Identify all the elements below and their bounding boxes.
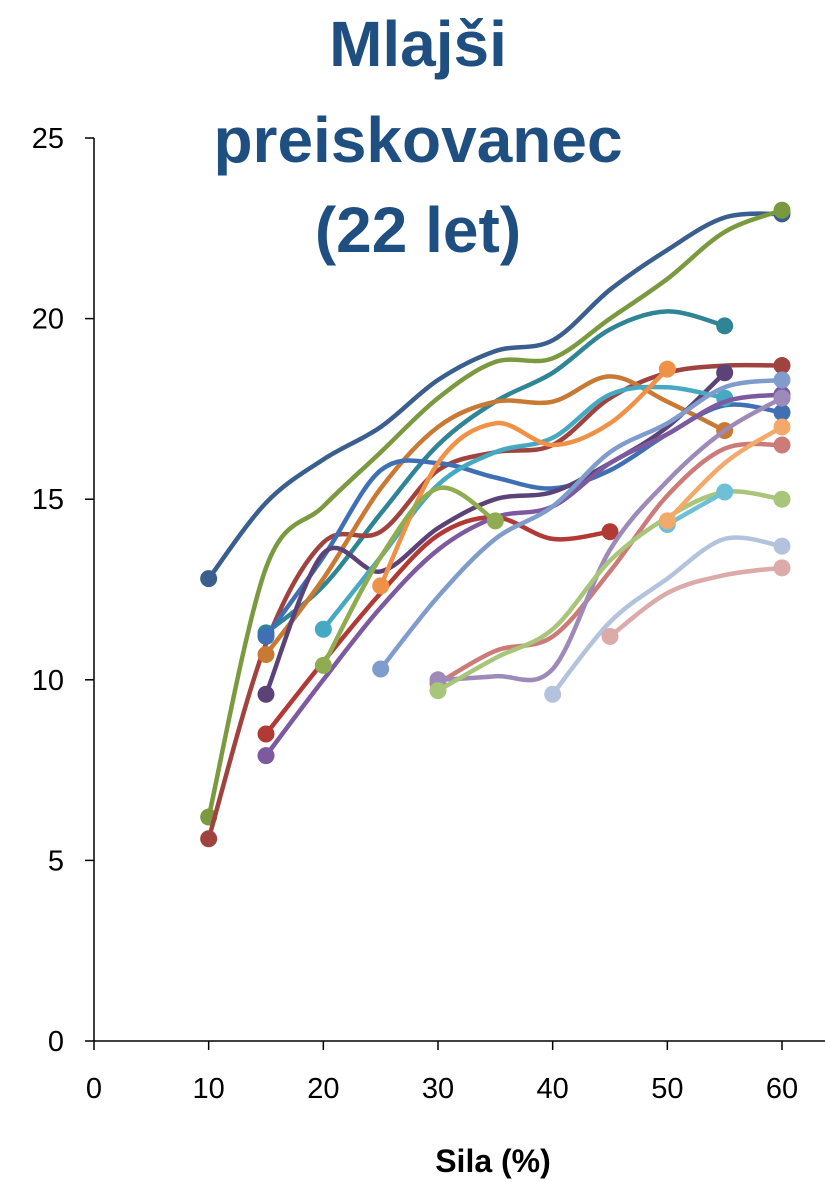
- series-line: [321, 485, 498, 668]
- series-19: [544, 535, 791, 703]
- y-tick-label: 20: [32, 304, 64, 336]
- series-line: [435, 395, 785, 683]
- series-start-point: [658, 512, 676, 530]
- x-axis-title: Sila (%): [435, 1143, 551, 1179]
- series-11: [372, 360, 676, 595]
- series-end-point: [773, 436, 791, 454]
- tick-labels: 0 5 10 15 20 25 0 10 20 30 40 50 60: [32, 123, 798, 1105]
- series-line: [378, 377, 785, 672]
- x-tick-label: 20: [307, 1073, 339, 1105]
- series-start-point: [601, 627, 619, 645]
- series-end-point: [773, 537, 791, 555]
- series-end-point: [773, 371, 791, 389]
- series-start-point: [257, 747, 275, 765]
- x-tick-label: 40: [537, 1073, 569, 1105]
- series-line: [665, 424, 785, 524]
- series-12: [314, 485, 504, 674]
- series-line: [378, 366, 670, 589]
- series-line: [263, 309, 727, 636]
- series-13: [372, 371, 791, 678]
- series-start-point: [257, 725, 275, 743]
- chart-axes: [85, 137, 825, 1050]
- series-end-point: [773, 559, 791, 577]
- series-20: [601, 559, 791, 645]
- series-start-point: [544, 685, 562, 703]
- series-end-point: [716, 364, 734, 382]
- series-line: [607, 565, 785, 639]
- series-end-point: [601, 523, 619, 541]
- y-tick-label: 15: [32, 484, 64, 516]
- x-tick-label: 30: [422, 1073, 454, 1105]
- series-end-point: [773, 357, 791, 375]
- series-start-point: [314, 620, 332, 638]
- y-tick-label: 0: [48, 1026, 64, 1058]
- series-7: [257, 364, 734, 703]
- chart-title: Mlajši preiskovanec (22 let): [213, 8, 622, 266]
- x-tick-label: 60: [766, 1073, 798, 1105]
- series-start-point: [429, 682, 447, 700]
- series-end-point: [773, 389, 791, 407]
- series-line: [206, 362, 785, 841]
- y-tick-label: 5: [48, 845, 64, 877]
- series-start-point: [257, 685, 275, 703]
- chart-title-line: preiskovanec: [213, 104, 622, 176]
- series-start-point: [257, 646, 275, 664]
- series-start-point: [257, 627, 275, 645]
- series-end-point: [716, 483, 734, 501]
- series-line: [550, 535, 785, 697]
- series-start-point: [200, 830, 218, 848]
- series-layer: [200, 201, 791, 848]
- series-end-point: [773, 418, 791, 436]
- series-end-point: [773, 201, 791, 219]
- series-line: [206, 211, 785, 581]
- chart-title-line: (22 let): [315, 194, 521, 266]
- chart-title-line: Mlajši: [329, 8, 507, 80]
- series-end-point: [716, 317, 734, 335]
- series-line: [665, 489, 727, 527]
- series-18: [658, 418, 791, 530]
- y-tick-label: 10: [32, 665, 64, 697]
- x-tick-label: 50: [651, 1073, 683, 1105]
- series-end-point: [773, 490, 791, 508]
- x-tick-label: 10: [193, 1073, 225, 1105]
- series-line: [435, 441, 785, 686]
- series-end-point: [773, 404, 791, 422]
- series-start-point: [314, 656, 332, 674]
- series-line: [263, 392, 785, 758]
- series-line: [206, 207, 785, 820]
- series-line: [263, 370, 727, 697]
- x-tick-label: 0: [86, 1073, 102, 1105]
- y-tick-label: 25: [32, 123, 64, 155]
- series-end-point: [486, 512, 504, 530]
- series-start-point: [372, 660, 390, 678]
- series-end-point: [658, 360, 676, 378]
- series-start-point: [372, 577, 390, 595]
- series-start-point: [200, 570, 218, 588]
